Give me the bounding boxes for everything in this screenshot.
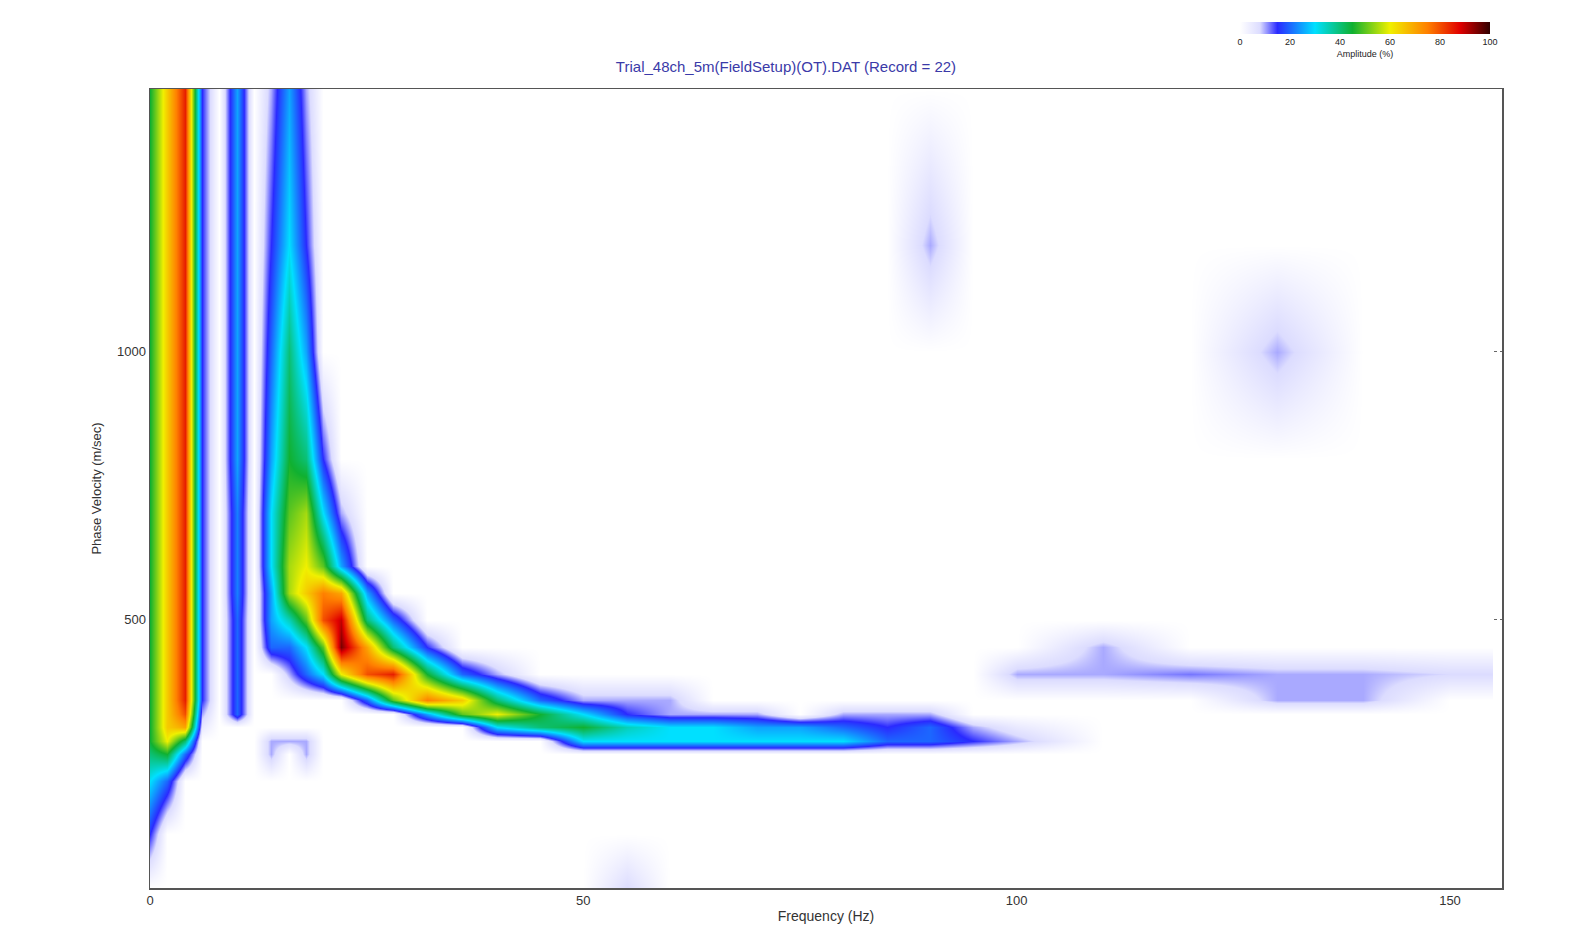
svg-text:100: 100 [1482, 37, 1497, 47]
svg-text:Phase Velocity (m/sec): Phase Velocity (m/sec) [89, 422, 104, 554]
svg-text:20: 20 [1285, 37, 1295, 47]
svg-text:50: 50 [576, 893, 590, 908]
svg-text:150: 150 [1439, 893, 1461, 908]
svg-text:80: 80 [1435, 37, 1445, 47]
svg-text:40: 40 [1335, 37, 1345, 47]
svg-text:Frequency (Hz): Frequency (Hz) [778, 908, 874, 924]
svg-text:0: 0 [146, 893, 153, 908]
svg-text:Trial_48ch_5m(FieldSetup)(OT).: Trial_48ch_5m(FieldSetup)(OT).DAT (Recor… [616, 58, 956, 75]
svg-text:500: 500 [124, 612, 146, 627]
svg-text:Amplitude (%): Amplitude (%) [1337, 49, 1394, 59]
svg-text:1000: 1000 [117, 344, 146, 359]
svg-text:0: 0 [1237, 37, 1242, 47]
svg-text:60: 60 [1385, 37, 1395, 47]
svg-text:100: 100 [1006, 893, 1028, 908]
